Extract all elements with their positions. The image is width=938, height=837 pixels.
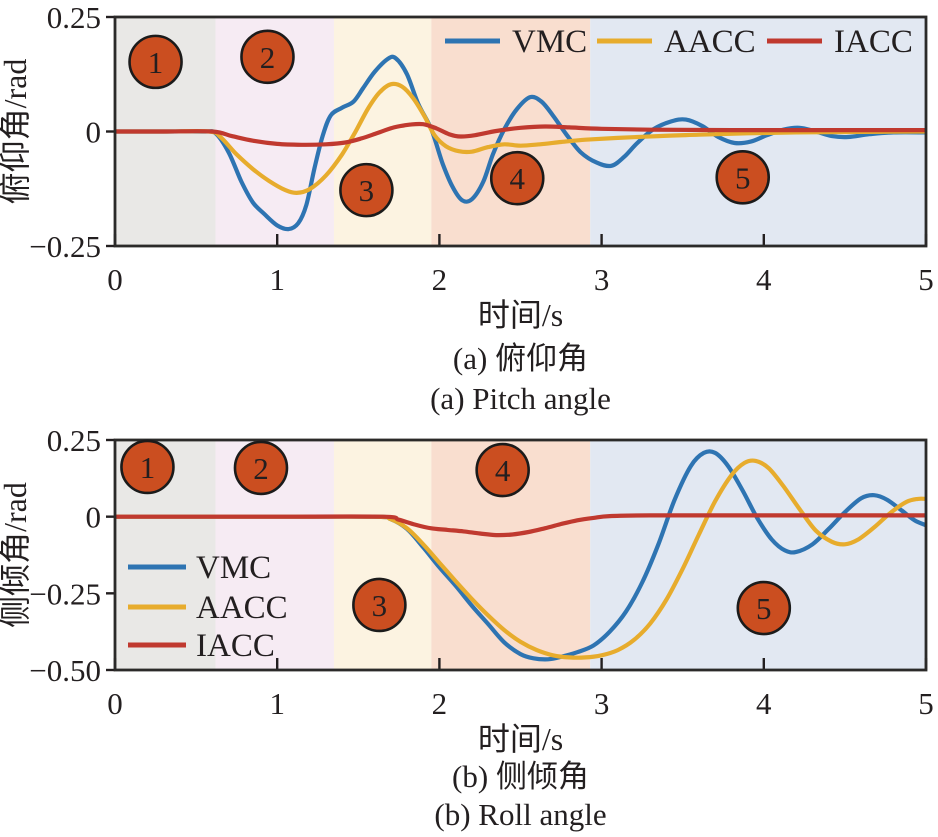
legend-label-vmc: VMC <box>512 24 587 60</box>
y-tick-label: 0.25 <box>47 423 101 458</box>
x-axis-label: 时间/s <box>478 297 563 333</box>
plot-border <box>113 438 928 672</box>
phase-circle-5 <box>736 580 792 636</box>
series-curves <box>115 449 926 662</box>
x-tick-label: 2 <box>432 686 448 721</box>
series-curves <box>115 54 926 232</box>
y-tick-label: 0 <box>86 115 102 150</box>
phase-number-1: 1 <box>140 450 156 485</box>
phase-circle-3 <box>352 577 407 633</box>
phase-annotations: 1 2 3 4 5 <box>120 439 792 636</box>
x-tick-label: 0 <box>107 686 123 721</box>
x-tick-label: 1 <box>269 686 285 721</box>
series-line-aacc <box>115 81 926 196</box>
phase-number-2: 2 <box>260 40 276 75</box>
x-tick-label: 1 <box>269 262 285 297</box>
phase-number-1: 1 <box>148 45 164 80</box>
caption-roll-zh: (b) 侧倾角 <box>452 759 589 794</box>
caption-pitch-en: (a) Pitch angle <box>430 381 611 416</box>
phase-circle-4 <box>475 442 530 498</box>
phase-number-4: 4 <box>510 161 526 196</box>
y-tick-label: −0.50 <box>29 653 101 688</box>
series-line-vmc <box>115 449 926 662</box>
legend-label-aacc: AACC <box>196 590 288 626</box>
series-line-iacc <box>115 121 926 147</box>
legend-label-iacc: IACC <box>196 628 275 664</box>
phase-number-5: 5 <box>756 591 772 626</box>
x-tick-label: 0 <box>107 262 123 297</box>
y-axis-label: 侧倾角/rad <box>0 482 33 628</box>
caption-roll-en: (b) Roll angle <box>434 797 607 832</box>
phase-circle-2 <box>233 440 289 496</box>
y-axis-label: 俯仰角/rad <box>0 59 33 205</box>
phase-number-3: 3 <box>359 173 375 208</box>
phase-number-4: 4 <box>495 453 511 488</box>
y-tick-label: 0.25 <box>47 0 101 35</box>
x-axis-label: 时间/s <box>478 721 563 757</box>
tick-labels: 0 1 2 3 4 5 0.25 0 −0.25 −0.50 <box>29 423 933 721</box>
x-tick-label: 4 <box>756 262 772 297</box>
x-tick-label: 2 <box>432 262 448 297</box>
caption-pitch-zh: (a) 俯仰角 <box>452 341 589 376</box>
phase-number-5: 5 <box>735 160 751 195</box>
series-line-iacc <box>115 513 926 538</box>
x-tick-label: 4 <box>756 686 772 721</box>
legend-label-aacc: AACC <box>664 24 756 60</box>
series-line-vmc <box>115 54 926 232</box>
legend: VMC AACC IACC <box>445 24 913 60</box>
y-tick-label: −0.25 <box>29 576 101 611</box>
phase-annotations: 1 2 3 4 5 <box>128 29 771 218</box>
phase-number-2: 2 <box>253 451 269 486</box>
tick-labels: 0 1 2 3 4 50.250−0.25 <box>29 0 933 297</box>
legend-label-iacc: IACC <box>834 24 913 60</box>
phase-number-3: 3 <box>372 588 388 623</box>
y-tick-label: −0.25 <box>29 229 101 264</box>
roll-angle-chart: 0 1 2 3 4 5 0.25 0 −0.25 −0.50 时间/s 侧倾角/rad VMC AACCI… <box>0 423 934 757</box>
phase-band <box>333 440 432 670</box>
phase-circle-1 <box>120 439 175 495</box>
y-tick-label: 0 <box>86 500 102 535</box>
plot-border <box>113 15 928 248</box>
phase-circle-3 <box>339 162 394 218</box>
x-tick-label: 3 <box>594 262 610 297</box>
x-tick-label: 5 <box>918 262 934 297</box>
phase-circle-4 <box>489 150 545 206</box>
x-tick-label: 3 <box>594 686 610 721</box>
phase-circle-5 <box>715 150 771 205</box>
series-line-aacc <box>115 458 926 660</box>
phase-circle-1 <box>128 34 183 90</box>
x-tick-label: 5 <box>918 686 934 721</box>
legend-label-vmc: VMC <box>196 550 271 586</box>
phase-circle-2 <box>240 29 295 85</box>
